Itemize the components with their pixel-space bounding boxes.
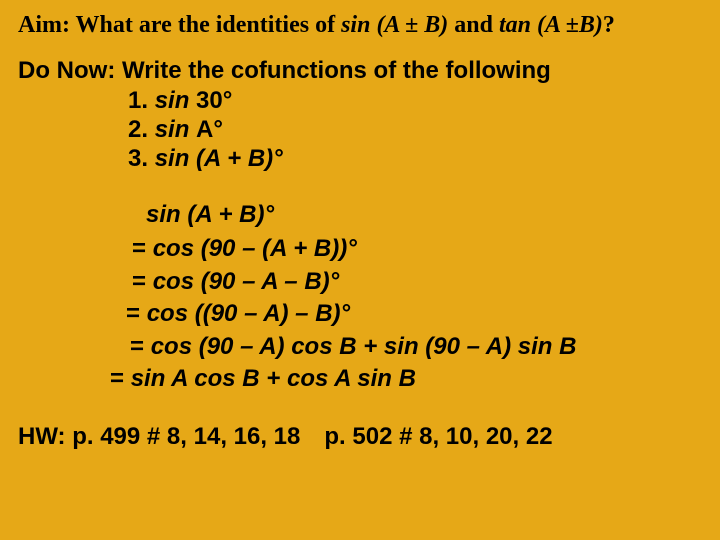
homework-row: HW: p. 499 # 8, 14, 16, 18 p. 502 # 8, 1… <box>18 423 702 451</box>
sol-a: A <box>171 365 194 392</box>
sol-fn3: sin <box>384 333 425 360</box>
sol-fn1: sin <box>131 365 171 392</box>
item-number: 3. <box>128 145 155 172</box>
sol-pre: = <box>132 268 153 295</box>
sol-a: (90 – A) <box>199 333 291 360</box>
sol-arg: (A + B)° <box>187 201 274 228</box>
sol-pre: = <box>110 365 131 392</box>
item-arg: A° <box>196 116 223 143</box>
solution-line-3: = cos ((90 – A) – B)° <box>18 298 702 330</box>
aim-suffix: ? <box>603 12 615 38</box>
sol-rest: (90 – (A + B))° <box>201 235 357 262</box>
item-number: 1. <box>128 87 155 114</box>
homework-left: HW: p. 499 # 8, 14, 16, 18 <box>18 423 300 451</box>
do-now-heading: Do Now: Write the cofunctions of the fol… <box>18 57 702 85</box>
sol-fn1: cos <box>151 333 199 360</box>
sol-fn2: cos <box>291 333 339 360</box>
item-fn: sin <box>155 145 196 172</box>
list-item: 2. sin A° <box>128 116 702 145</box>
sol-fn: cos <box>153 235 201 262</box>
sol-pre: = <box>130 333 151 360</box>
sol-fn: cos <box>147 300 195 327</box>
sol-d: B <box>399 365 416 392</box>
item-number: 2. <box>128 116 155 143</box>
sol-b: B + <box>339 333 384 360</box>
aim-sin-arg: (A ± B) <box>370 12 448 38</box>
solution-line-5: = sin A cos B + cos A sin B <box>18 363 702 395</box>
item-fn: sin <box>155 116 196 143</box>
sol-fn2: cos <box>194 365 242 392</box>
sol-fn: sin <box>146 201 187 228</box>
sol-rest: ((90 – A) – B)° <box>195 300 350 327</box>
sol-fn4: sin <box>357 365 398 392</box>
sol-c: (90 – A) <box>425 333 517 360</box>
sol-c: A <box>334 365 357 392</box>
sol-fn4: sin <box>518 333 559 360</box>
aim-sin: sin <box>341 12 370 38</box>
sol-d: B <box>559 333 576 360</box>
solution-line-0: sin (A + B)° <box>18 201 702 229</box>
aim-mid: and <box>448 12 499 38</box>
item-fn: sin <box>155 87 196 114</box>
item-arg: (A + B)° <box>196 145 283 172</box>
list-item: 1. sin 30° <box>128 87 702 116</box>
sol-fn3: cos <box>287 365 334 392</box>
sol-fn: cos <box>153 268 201 295</box>
solution-line-2: = cos (90 – A – B)° <box>18 266 702 298</box>
sol-pre: = <box>132 235 153 262</box>
solution-line-1: = cos (90 – (A + B))° <box>18 233 702 265</box>
do-now-list: 1. sin 30° 2. sin A° 3. sin (A + B)° <box>18 87 702 173</box>
sol-pre: = <box>126 300 147 327</box>
homework-right: p. 502 # 8, 10, 20, 22 <box>300 423 552 451</box>
solution-block: = cos (90 – (A + B))° = cos (90 – A – B)… <box>18 233 702 395</box>
aim-tan-arg: tan (A ±B) <box>499 12 603 38</box>
aim-heading: Aim: What are the identities of sin (A ±… <box>18 12 702 39</box>
item-arg: 30° <box>196 87 232 114</box>
sol-rest: (90 – A – B)° <box>201 268 340 295</box>
sol-b: B + <box>242 365 287 392</box>
list-item: 3. sin (A + B)° <box>128 145 702 174</box>
solution-line-4: = cos (90 – A) cos B + sin (90 – A) sin … <box>18 331 702 363</box>
aim-text-prefix: Aim: What are the identities of <box>18 12 341 38</box>
